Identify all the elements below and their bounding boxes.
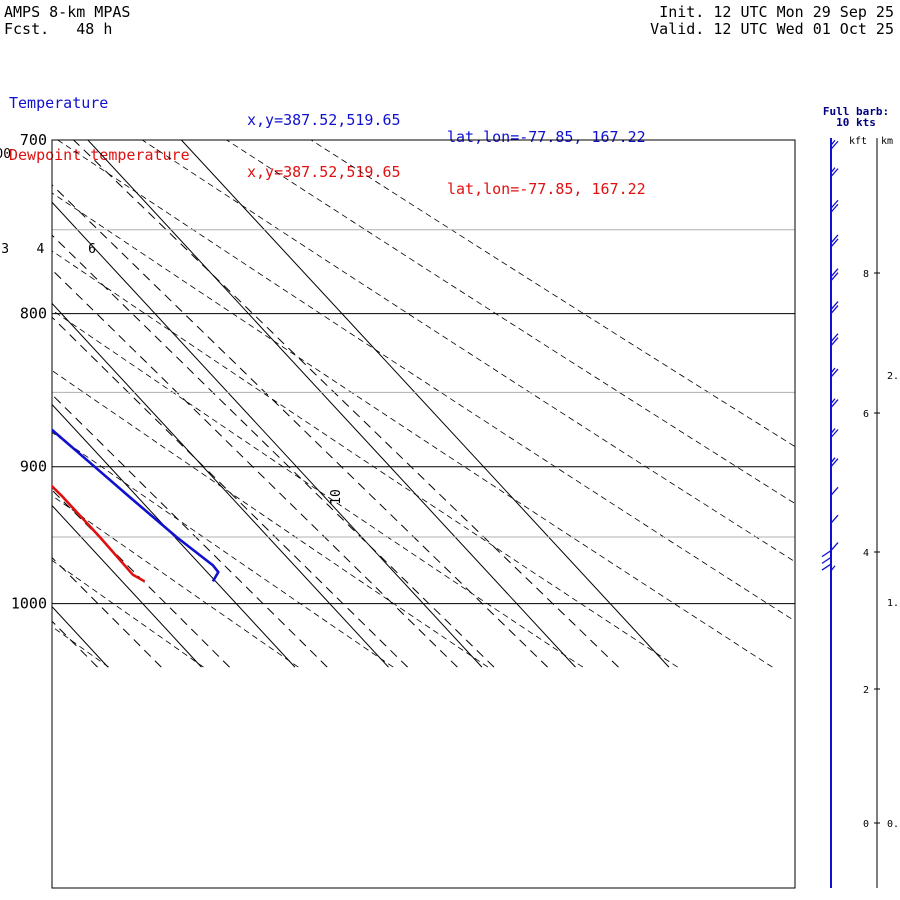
background-lines [0, 121, 795, 668]
mixing-ratio-line [52, 393, 328, 668]
height-kft-label: 6 [863, 409, 869, 420]
forecast-value: 48 h [76, 20, 113, 38]
wind-barb [830, 514, 839, 524]
header-times: Init. 12 UTC Mon 29 Sep 25 Valid. 12 UTC… [650, 4, 894, 38]
mixing-ratio-line [52, 184, 548, 668]
dry-adiabat-line [310, 140, 795, 448]
wind-barb [821, 550, 832, 558]
dry-adiabat-line [52, 559, 204, 668]
wind-barb [830, 301, 839, 315]
mixing-ratio-line [52, 556, 162, 668]
dry-adiabat-line [52, 192, 773, 668]
legend-temperature-xy: x,y=387.52,519.65 [247, 111, 401, 129]
isotherm-line [0, 140, 14, 667]
legend-dewpoint-latlon: lat,lon=-77.85, 167.22 [447, 180, 646, 198]
dry-adiabat-line [141, 140, 795, 563]
pressure-tick-label: 800 [20, 305, 47, 323]
wind-barb [830, 542, 839, 552]
dry-adiabat-line [57, 140, 795, 622]
wind-barb [830, 565, 836, 572]
header-model-info: AMPS 8-km MPAS Fcst. 48 h [4, 4, 130, 38]
dry-adiabat-line [52, 431, 394, 668]
wind-barb [830, 428, 839, 438]
legend-temperature-label: Temperature [9, 94, 109, 112]
pressure-tick-label: 700 [20, 131, 47, 149]
plot-frame [51, 139, 796, 889]
height-kft-label: 0 [863, 819, 869, 830]
mixing-ratio-label: 6 [88, 242, 96, 257]
wind-barb [830, 398, 839, 409]
legend-row-dewpoint: Dewpoint temperature x,y=387.52,519.65 l… [9, 130, 646, 198]
height-km-label: 1. [887, 598, 899, 609]
temperature-line [52, 428, 220, 583]
valid-time: 12 UTC Wed 01 Oct 25 [713, 20, 894, 38]
isotherm-line [52, 403, 296, 668]
wind-barb [830, 333, 839, 347]
dewpoint-line [52, 484, 146, 583]
legend: Temperature x,y=387.52,519.65 lat,lon=-7… [9, 44, 646, 198]
wind-barb [830, 199, 839, 213]
dry-adiabat-line [52, 370, 489, 668]
wind-barb [830, 139, 839, 150]
height-km-label: 2. [887, 371, 899, 382]
legend-temperature-latlon: lat,lon=-77.85, 167.22 [447, 128, 646, 146]
height-kft-label: 4 [863, 548, 869, 559]
dry-adiabat-label: 300 [0, 147, 11, 162]
wind-barb [830, 457, 839, 468]
dry-adiabat-line [52, 495, 299, 668]
mixing-ratio-line [52, 234, 495, 668]
dry-adiabat-line [0, 121, 14, 667]
wind-barb [830, 486, 839, 496]
isotherm-line [181, 140, 670, 668]
dry-adiabat-line [52, 626, 109, 668]
pressure-tick-label: 900 [20, 458, 47, 476]
isotherm-line [52, 302, 389, 668]
isotherm-line [52, 504, 202, 668]
isotherm-line [87, 140, 576, 668]
sounding-series [52, 428, 220, 583]
height-km-label: 0. [887, 819, 899, 830]
km-label: km [881, 136, 893, 147]
mixing-ratio-label: 3 [1, 242, 9, 257]
dry-adiabat-line [225, 140, 795, 505]
wind-barb [830, 367, 839, 378]
pressure-tick-label: 1000 [11, 595, 47, 613]
barb-key-line1: Full barb: [823, 105, 889, 118]
mixing-ratio-label: 10 [329, 489, 344, 505]
init-label: Init. [659, 3, 705, 21]
barb-key-line2: 10 kts [836, 116, 876, 129]
pressure-lines [52, 139, 795, 605]
wind-barb [821, 556, 832, 564]
legend-dewpoint-label: Dewpoint temperature [9, 146, 190, 164]
wind-barb [830, 234, 839, 248]
kft-label: kft [849, 136, 867, 147]
mixing-ratio-line [0, 140, 38, 667]
forecast-label: Fcst. [4, 20, 50, 38]
axis-labels: 7008009001000-70-60-50-40-30-20-10022023… [0, 99, 344, 613]
height-kft-label: 8 [863, 269, 869, 280]
mixing-ratio-line [73, 140, 619, 668]
isotherm-tick-label: 0 [0, 99, 4, 114]
wind-barb [830, 167, 839, 178]
height-kft-label: 2 [863, 685, 869, 696]
wind-barb [821, 563, 832, 571]
model-name: AMPS 8-km MPAS [4, 3, 131, 21]
mixing-ratio-line [52, 269, 458, 668]
isotherm-line [52, 201, 483, 668]
dry-adiabat-line [52, 250, 678, 668]
mixing-ratio-line [52, 489, 230, 668]
mixing-ratio-line [52, 316, 408, 668]
legend-dewpoint-xy: x,y=387.52,519.65 [247, 163, 401, 181]
mixing-ratio-label: 4 [37, 242, 45, 257]
legend-row-temperature: Temperature x,y=387.52,519.65 lat,lon=-7… [9, 78, 646, 146]
init-time: 12 UTC Mon 29 Sep 25 [713, 3, 894, 21]
valid-label: Valid. [650, 20, 705, 38]
isotherm-line [52, 605, 109, 668]
wind-panel: Full barb: 10 kts kft km 0 2 4 6 8 0. 1. 2. [821, 105, 899, 888]
wind-barb [830, 268, 839, 282]
